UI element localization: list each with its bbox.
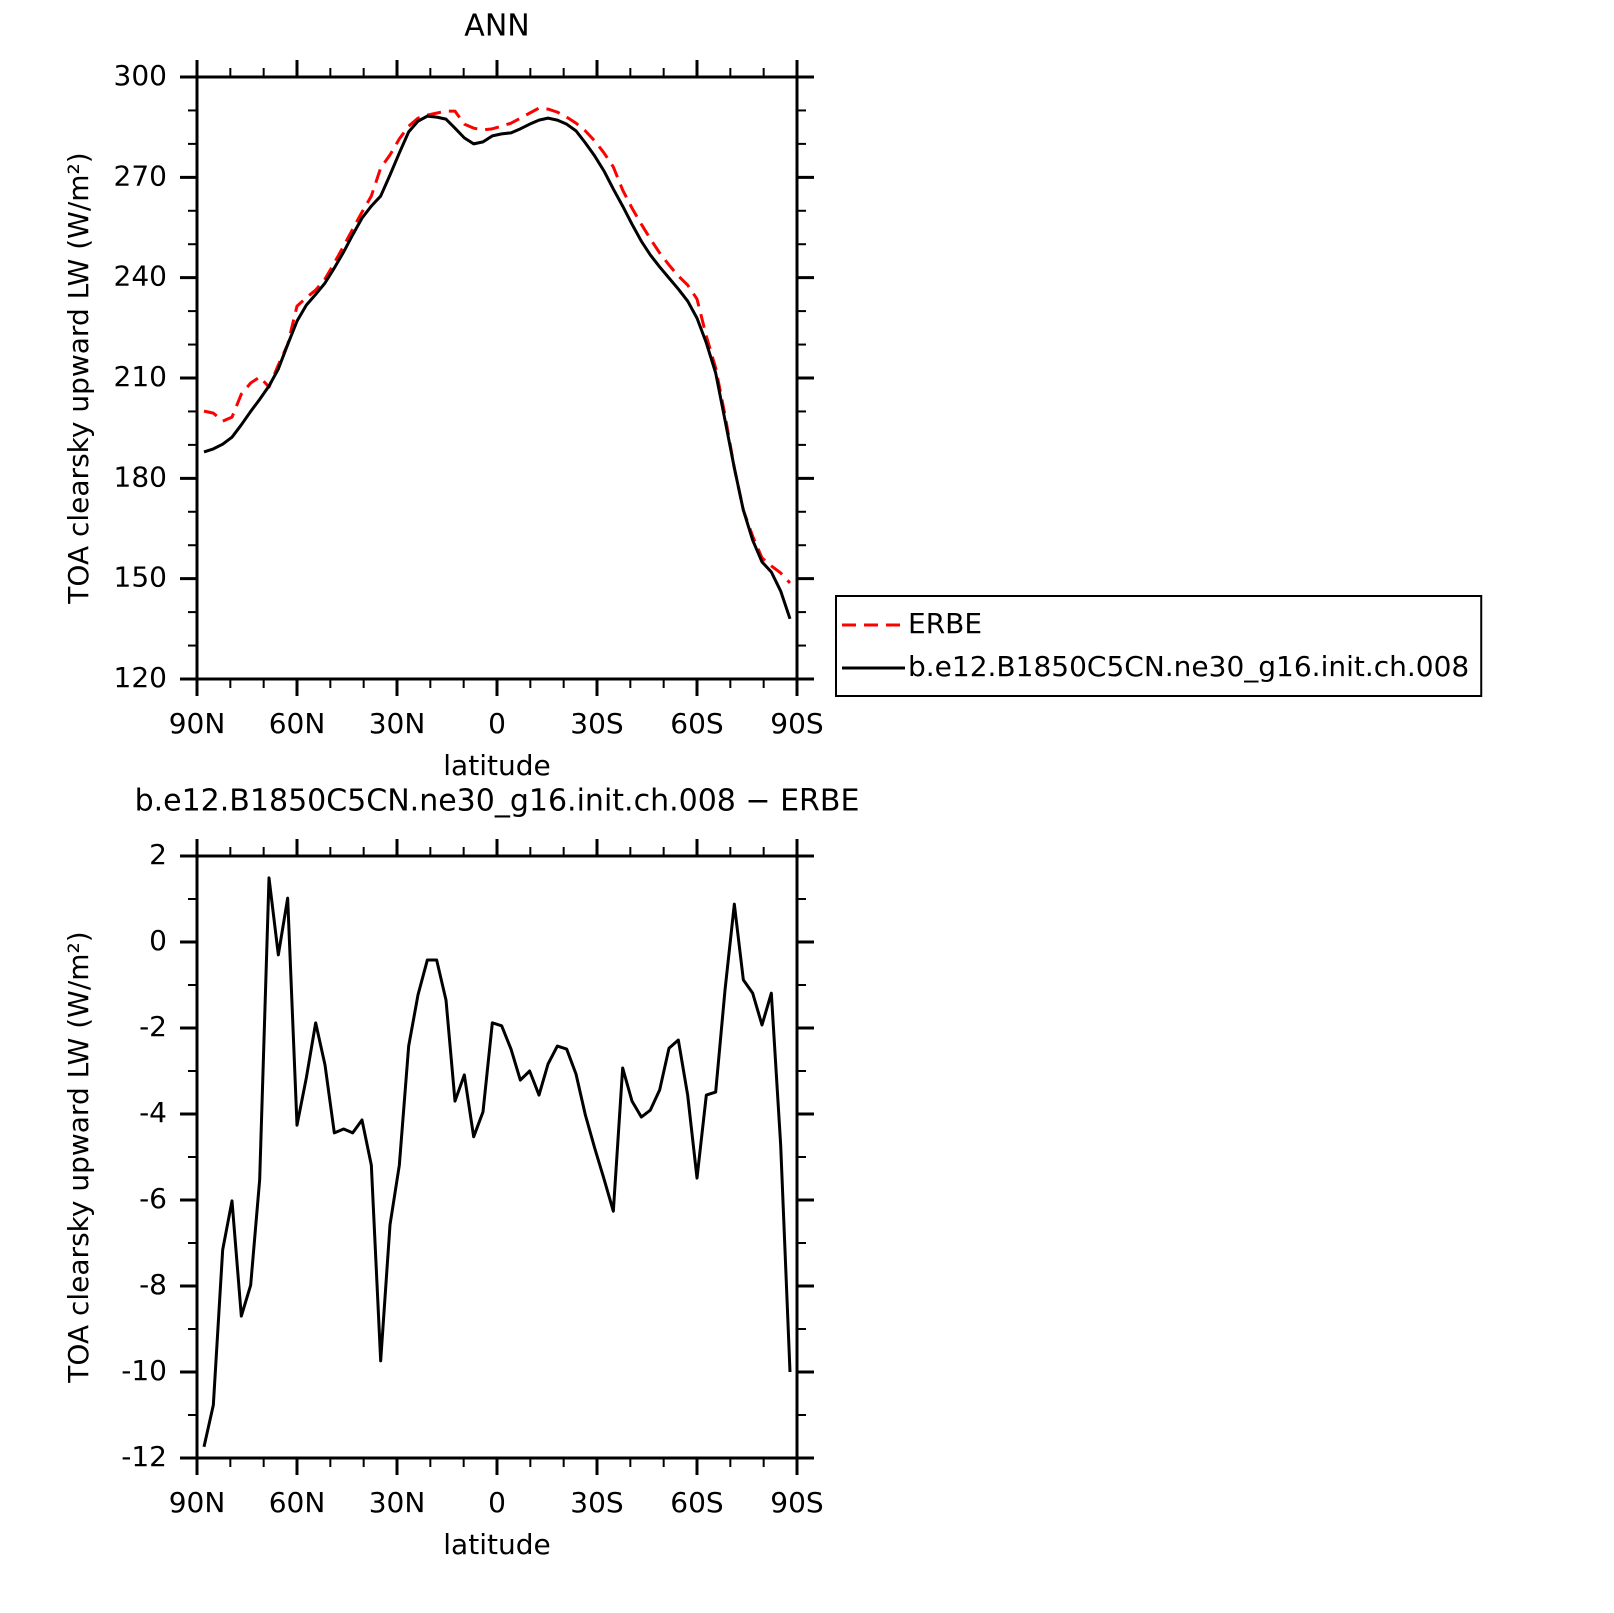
chart-title: b.e12.B1850C5CN.ne30_g16.init.ch.008 − E… [135, 784, 860, 819]
chart-title: ANN [464, 9, 529, 44]
y-tick-label: 0 [149, 924, 167, 957]
x-tick-label: 60N [269, 707, 326, 740]
x-tick-label: 0 [488, 1486, 506, 1519]
plot: ANN 120 150 180 210 240 270 300 90N 60N 30N 0 30S 60S… [62, 9, 1483, 782]
x-tick-label: 60N [269, 1486, 326, 1519]
x-tick-label: 90S [770, 707, 823, 740]
plot-frame [195, 854, 799, 1460]
x-tick-label: 30S [570, 1486, 623, 1519]
legend-label: ERBE [908, 607, 982, 640]
y-tick-label: -4 [139, 1096, 167, 1129]
legend: ERBE b.e12.B1850C5CN.ne30_g16.init.ch.008 [835, 595, 1483, 697]
x-tick-label: 60S [670, 1486, 723, 1519]
y-tick-label: 120 [114, 661, 167, 694]
data-line [203, 106, 792, 585]
y-tick-label: -6 [139, 1182, 167, 1215]
x-axis-label: latitude [443, 749, 550, 782]
x-axis-label: latitude [443, 1528, 550, 1561]
x-tick-label: 30N [369, 1486, 426, 1519]
y-tick-label: 180 [114, 460, 167, 493]
x-tick-label: 30S [570, 707, 623, 740]
plot: b.e12.B1850C5CN.ne30_g16.init.ch.008 − E… [62, 784, 859, 1562]
y-tick-label: -8 [139, 1268, 167, 1301]
y-tick-label: 270 [114, 159, 167, 192]
y-tick-label: 240 [114, 260, 167, 293]
y-tick-label: 210 [114, 360, 167, 393]
y-tick-label: -12 [121, 1440, 167, 1473]
plot-frame [195, 75, 799, 681]
y-tick-label: -2 [139, 1010, 167, 1043]
data-line [202, 876, 792, 1448]
y-tick-label: 300 [114, 59, 167, 92]
data-line [203, 114, 792, 620]
y-tick-label: 2 [149, 838, 167, 871]
x-tick-label: 60S [670, 707, 723, 740]
x-tick-label: 0 [488, 707, 506, 740]
x-tick-label: 30N [369, 707, 426, 740]
legend-box [835, 595, 1483, 697]
legend-label: b.e12.B1850C5CN.ne30_g16.init.ch.008 [908, 650, 1469, 683]
x-tick-label: 90N [169, 1486, 226, 1519]
y-axis-label: TOA clearsky upward LW (W/m²) [62, 152, 95, 604]
x-tick-label: 90N [169, 707, 226, 740]
y-tick-label: 150 [114, 561, 167, 594]
y-axis-label: TOA clearsky upward LW (W/m²) [62, 931, 95, 1383]
y-tick-label: -10 [121, 1354, 167, 1387]
x-tick-label: 90S [770, 1486, 823, 1519]
